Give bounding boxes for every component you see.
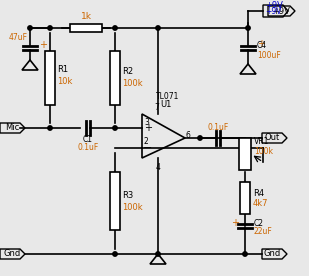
Circle shape (48, 26, 52, 30)
Text: R1: R1 (57, 65, 68, 75)
Text: 100k: 100k (254, 147, 273, 155)
Text: +9V: +9V (265, 7, 281, 15)
Circle shape (113, 252, 117, 256)
Text: Mic: Mic (5, 123, 19, 132)
Bar (240, 182, 250, 214)
Text: U1: U1 (160, 100, 171, 109)
Text: 3: 3 (144, 118, 149, 127)
Text: 47uF: 47uF (9, 33, 28, 43)
Text: 100uF: 100uF (257, 51, 281, 60)
Bar (239, 138, 251, 170)
Text: R3: R3 (122, 190, 133, 200)
Text: 4k7: 4k7 (253, 198, 269, 208)
Circle shape (246, 26, 250, 30)
Circle shape (48, 126, 52, 130)
Text: VR1: VR1 (254, 137, 269, 147)
Circle shape (198, 136, 202, 140)
Text: R2: R2 (122, 68, 133, 76)
Text: 7: 7 (154, 103, 159, 112)
Text: 22uF: 22uF (254, 227, 273, 235)
Text: +: + (144, 123, 152, 133)
Bar (70, 24, 102, 32)
Text: Gnd: Gnd (3, 250, 21, 259)
Text: 10k: 10k (57, 78, 72, 86)
Circle shape (28, 26, 32, 30)
Text: R4: R4 (253, 189, 264, 198)
Text: C4: C4 (257, 41, 267, 51)
Bar (110, 172, 120, 230)
Text: −: − (143, 143, 153, 153)
Text: 6: 6 (186, 131, 191, 140)
Circle shape (113, 26, 117, 30)
Text: +: + (231, 218, 239, 228)
Text: 0.1uF: 0.1uF (77, 144, 99, 153)
Text: TL071: TL071 (156, 92, 180, 101)
Text: +9V: +9V (265, 1, 283, 10)
Bar (110, 51, 120, 105)
Text: +: + (39, 40, 47, 50)
Text: 2: 2 (144, 137, 149, 146)
Text: +9V: +9V (272, 7, 290, 15)
Text: Gnd: Gnd (263, 250, 281, 259)
Text: Out: Out (265, 134, 280, 142)
Text: 4: 4 (155, 163, 160, 172)
Text: 1k: 1k (81, 12, 91, 21)
Circle shape (113, 126, 117, 130)
Text: C2: C2 (254, 219, 264, 227)
Text: 100k: 100k (122, 203, 143, 211)
Circle shape (156, 252, 160, 256)
Text: 100k: 100k (122, 79, 143, 89)
Circle shape (243, 252, 247, 256)
Bar (45, 51, 55, 105)
Text: +: + (257, 39, 265, 49)
Text: 0.1uF: 0.1uF (207, 123, 229, 131)
Circle shape (156, 26, 160, 30)
Text: C1: C1 (83, 134, 93, 144)
